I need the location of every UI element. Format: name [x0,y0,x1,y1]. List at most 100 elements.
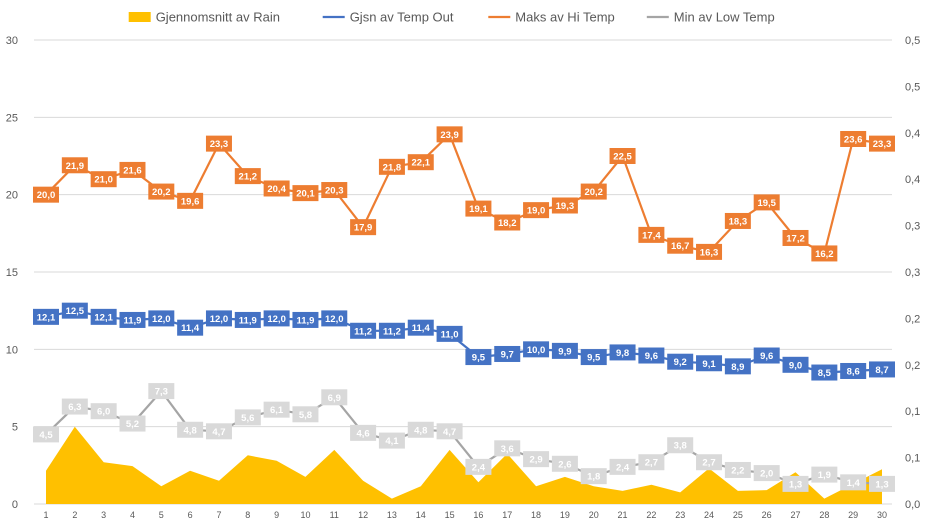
x-tick-label: 27 [791,510,801,520]
data-label-text: 8,9 [731,362,744,373]
data-label-text: 16,7 [671,241,690,252]
data-label: 17,2 [782,229,809,246]
data-label-text: 8,6 [847,366,860,377]
data-label-text: 12,0 [152,314,171,325]
data-label-text: 20,3 [325,186,344,197]
legend: Gjennomsnitt av Rain Gjsn av Temp Out Maks… [128,10,775,25]
data-label-text: 16,2 [815,249,834,260]
data-label: 20,2 [580,183,607,200]
data-label: 8,5 [811,364,838,381]
data-label: 4,8 [177,421,204,438]
x-tick-label: 4 [130,510,135,520]
data-label-box [177,421,204,438]
data-label: 9,9 [551,342,578,359]
data-label-text: 9,6 [645,351,658,362]
series-area-gjennomsnitt-av-rain [46,426,882,504]
data-label-text: 11,9 [296,315,314,326]
data-label-text: 12,0 [267,314,286,325]
data-label-text: 4,1 [385,436,399,447]
y-left-tick-label: 25 [6,112,18,124]
data-label-box [753,194,780,211]
data-label-box [869,135,895,152]
y-left-tick-label: 15 [6,267,18,279]
data-label-text: 11,4 [181,323,200,334]
data-label-text: 17,2 [786,233,805,244]
data-label: 21,9 [61,157,88,174]
data-label: 11,2 [350,322,377,339]
data-labels-layer: 12,1 12,5 12,1 11,9 12,0 11,4 12,0 11,9 12,0 11,9… [33,126,895,492]
data-label: 6,3 [61,398,88,415]
data-label-box [350,424,377,441]
data-label-text: 4,6 [356,428,369,439]
data-label-text: 6,1 [270,405,284,416]
data-label: 19,3 [551,197,578,214]
data-label-box [667,237,694,254]
data-label-box [782,229,809,246]
data-label-text: 1,3 [789,479,802,490]
data-label-box [205,310,232,327]
data-label-text: 12,1 [37,312,56,323]
data-label: 3,6 [494,440,521,457]
x-tick-label: 7 [216,510,221,520]
legend-swatch [128,12,151,22]
data-label: 17,9 [350,219,377,236]
data-label: 9,2 [667,353,694,370]
data-label: 12,0 [205,310,232,327]
data-label-box [811,364,838,381]
data-label-box [753,347,780,364]
data-label-box [753,465,780,482]
data-label-text: 19,0 [527,206,546,217]
data-label: 1,3 [869,475,895,492]
data-label-box [148,183,175,200]
data-label-text: 21,6 [123,165,142,176]
data-label-text: 6,9 [328,393,341,404]
legend-item: Gjennomsnitt av Rain [128,10,280,25]
data-label-text: 5,2 [126,419,139,430]
x-tick-label: 14 [416,510,426,520]
data-label: 6,1 [263,401,290,418]
data-label-text: 2,7 [702,458,715,469]
x-tick-label: 17 [502,510,512,520]
x-tick-label: 26 [762,510,772,520]
data-label-box [494,345,521,362]
data-label-text: 10,0 [527,345,546,356]
data-label-text: 2,9 [529,455,542,466]
data-label-box [148,310,175,327]
data-label: 8,7 [869,361,895,378]
data-label-text: 1,4 [847,478,861,489]
data-label-box [724,212,751,229]
data-label-text: 19,6 [181,196,200,207]
x-tick-label: 5 [159,510,164,520]
data-label-text: 2,7 [645,458,658,469]
data-label: 11,9 [119,311,146,328]
data-label: 10,0 [523,341,550,358]
data-label: 4,8 [407,421,434,438]
data-label-box [551,455,578,472]
x-tick-label: 1 [43,510,48,520]
data-label: 19,6 [177,192,204,209]
data-label: 5,8 [292,406,319,423]
data-label: 4,5 [33,426,59,443]
data-label: 21,2 [234,168,261,185]
data-label-box [667,353,694,370]
data-label: 9,1 [696,355,723,372]
data-label-box [350,219,377,236]
x-tick-label: 3 [101,510,106,520]
data-label-text: 1,9 [818,470,831,481]
data-label: 3,8 [667,437,694,454]
y-right-tick-label: 0,1 [905,453,920,465]
data-label-box [465,349,492,366]
y-left-tick-label: 30 [6,35,18,47]
data-label-box [551,197,578,214]
data-label-text: 19,1 [469,204,488,215]
data-label: 19,5 [753,194,780,211]
y-axis-left: 0 5 10 15 20 25 30 [6,35,18,511]
data-label: 6,0 [90,403,117,420]
data-label-box [465,458,492,475]
data-label-box [90,171,117,188]
data-label-box [523,202,550,219]
data-label: 19,0 [523,202,550,219]
data-label: 9,6 [638,347,665,364]
data-label-text: 2,4 [472,462,486,473]
data-label: 2,0 [753,465,780,482]
